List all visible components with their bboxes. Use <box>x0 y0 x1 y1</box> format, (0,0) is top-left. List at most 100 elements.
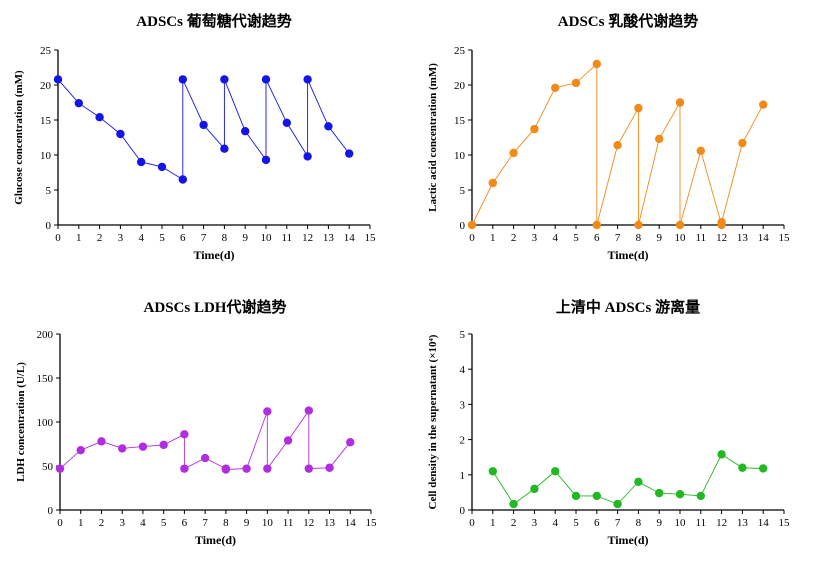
y-tick-label: 20 <box>40 80 52 92</box>
x-tick-label: 15 <box>365 232 377 244</box>
x-tick-label: 0 <box>55 232 61 244</box>
data-point <box>738 463 747 472</box>
x-tick-label: 3 <box>532 517 538 529</box>
data-point <box>551 83 560 93</box>
data-point <box>261 75 271 84</box>
data-point <box>696 491 705 501</box>
y-tick-label: 0 <box>48 505 54 517</box>
data-point <box>571 78 581 88</box>
data-point <box>304 464 313 473</box>
data-point <box>221 465 231 474</box>
x-tick-label: 1 <box>76 232 82 244</box>
x-tick-label: 10 <box>261 232 273 244</box>
data-point <box>655 488 664 498</box>
data-point <box>303 152 312 161</box>
x-tick-label: 6 <box>180 232 186 244</box>
y-tick-label: 4 <box>460 364 466 376</box>
x-tick-label: 10 <box>262 517 274 529</box>
x-tick-label: 8 <box>222 232 228 244</box>
y-tick-label: 25 <box>40 45 52 57</box>
data-point <box>530 124 539 134</box>
x-tick-label: 14 <box>758 232 770 244</box>
chart-title: ADSCs LDH代谢趋势 <box>144 298 287 316</box>
chart-title: ADSCs 葡萄糖代谢趋势 <box>136 12 291 30</box>
data-point <box>717 450 726 459</box>
x-tick-label: 12 <box>302 232 313 244</box>
data-point <box>488 178 497 188</box>
x-tick-label: 12 <box>716 232 727 244</box>
data-point <box>116 129 125 139</box>
data-point <box>634 103 643 113</box>
data-point <box>325 463 334 472</box>
y-tick-label: 200 <box>37 329 54 341</box>
x-tick-label: 0 <box>469 517 475 529</box>
data-point <box>488 467 497 476</box>
chart-title: 上清中 ADSCs 游离量 <box>556 298 700 316</box>
x-tick-label: 2 <box>511 517 517 529</box>
data-point <box>509 499 518 509</box>
y-tick-label: 15 <box>40 115 52 127</box>
data-point <box>95 113 104 122</box>
data-point <box>242 464 251 473</box>
x-tick-label: 3 <box>532 232 538 244</box>
y-tick-label: 0 <box>460 505 466 517</box>
x-tick-label: 13 <box>737 517 749 529</box>
data-point <box>634 477 643 487</box>
y-tick-label: 5 <box>46 185 52 197</box>
x-axis-title: Time(d) <box>195 533 236 547</box>
data-point <box>159 440 168 450</box>
data-point <box>696 146 705 155</box>
data-point <box>592 59 601 69</box>
y-tick-label: 2 <box>460 435 466 447</box>
data-point <box>55 464 65 473</box>
chart-title: ADSCs 乳酸代谢趋势 <box>558 12 698 30</box>
y-tick-label: 1 <box>460 470 466 482</box>
data-point <box>157 162 167 172</box>
x-tick-label: 0 <box>469 232 475 244</box>
x-tick-label: 4 <box>140 517 146 529</box>
data-point <box>220 75 229 84</box>
data-point <box>137 157 146 167</box>
x-tick-label: 2 <box>97 232 103 244</box>
x-tick-label: 9 <box>656 232 662 244</box>
x-tick-label: 8 <box>636 517 642 529</box>
x-tick-label: 6 <box>594 232 600 244</box>
y-tick-label: 25 <box>454 45 466 57</box>
data-point <box>261 155 271 165</box>
x-tick-label: 14 <box>758 517 770 529</box>
data-point <box>530 484 539 494</box>
data-point <box>634 220 643 230</box>
data-point <box>263 464 272 473</box>
data-point <box>283 436 293 445</box>
data-point <box>76 445 85 455</box>
data-point <box>180 430 189 439</box>
x-tick-label: 1 <box>78 517 84 529</box>
x-tick-label: 11 <box>282 232 293 244</box>
x-tick-label: 2 <box>511 232 517 244</box>
data-point <box>220 144 229 153</box>
data-point <box>738 138 747 148</box>
data-point <box>138 442 148 451</box>
x-tick-label: 15 <box>779 232 791 244</box>
x-tick-label: 5 <box>161 517 167 529</box>
data-point <box>675 98 685 107</box>
x-tick-label: 15 <box>366 517 378 529</box>
y-axis-title: Lactic acid concentration (mM) <box>427 63 439 212</box>
x-tick-label: 13 <box>737 232 749 244</box>
data-point <box>467 220 477 230</box>
x-tick-label: 2 <box>99 517 105 529</box>
x-tick-label: 13 <box>323 232 335 244</box>
x-tick-label: 9 <box>244 517 250 529</box>
x-tick-label: 10 <box>675 232 687 244</box>
y-tick-label: 150 <box>37 373 54 385</box>
x-tick-label: 4 <box>552 517 558 529</box>
data-point <box>613 499 622 509</box>
y-tick-label: 20 <box>454 80 466 92</box>
x-tick-label: 5 <box>159 232 165 244</box>
data-point <box>345 149 354 158</box>
data-point <box>759 464 768 473</box>
data-point <box>304 406 313 415</box>
